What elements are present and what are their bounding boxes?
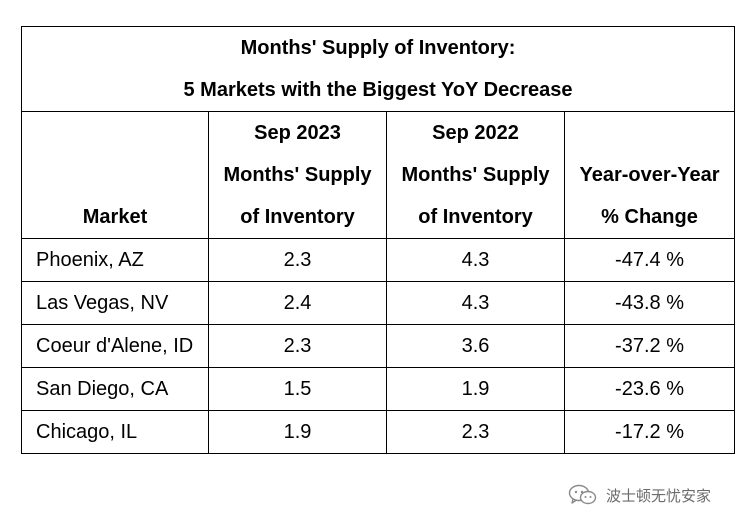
header-market: Market bbox=[21, 111, 209, 239]
table-title-row: Months' Supply of Inventory: 5 Markets w… bbox=[20, 26, 736, 112]
table-title-line-2: 5 Markets with the Biggest YoY Decrease bbox=[183, 79, 573, 101]
inventory-table: Months' Supply of Inventory: 5 Markets w… bbox=[20, 26, 736, 454]
cell-yoy-change: -37.2 % bbox=[563, 324, 736, 368]
cell-yoy-change: -43.8 % bbox=[563, 281, 736, 325]
watermark-text: 波士顿无忧安家 bbox=[606, 487, 712, 505]
header-sep-2022-line-2: Months' Supply bbox=[401, 164, 550, 186]
cell-sep-2023: 2.4 bbox=[208, 281, 387, 325]
header-yoy-line-2: % Change bbox=[601, 206, 698, 228]
cell-sep-2022: 4.3 bbox=[386, 238, 565, 282]
cell-market: Chicago, IL bbox=[21, 410, 209, 454]
watermark: 波士顿无忧安家 bbox=[568, 484, 711, 506]
table-title: Months' Supply of Inventory: 5 Markets w… bbox=[20, 26, 736, 112]
cell-market: Las Vegas, NV bbox=[21, 281, 209, 325]
cell-sep-2022: 3.6 bbox=[386, 324, 565, 368]
cell-market: San Diego, CA bbox=[21, 367, 209, 411]
cell-yoy-change: -17.2 % bbox=[563, 410, 736, 454]
table-row: Coeur d'Alene, ID 2.3 3.6 -37.2 % bbox=[21, 324, 736, 368]
header-market-line: Market bbox=[82, 206, 148, 228]
cell-sep-2023: 2.3 bbox=[208, 238, 387, 282]
header-sep-2022-line-1: Sep 2022 bbox=[432, 122, 519, 144]
table-row: Chicago, IL 1.9 2.3 -17.2 % bbox=[21, 410, 736, 454]
table-header-row: Market Sep 2023 Months' Supply of Invent… bbox=[21, 111, 736, 239]
table-row: Phoenix, AZ 2.3 4.3 -47.4 % bbox=[21, 238, 736, 282]
header-yoy-line-1: Year-over-Year bbox=[579, 164, 720, 186]
wechat-icon bbox=[568, 484, 597, 505]
table-row: Las Vegas, NV 2.4 4.3 -43.8 % bbox=[21, 281, 736, 325]
header-sep-2022: Sep 2022 Months' Supply of Inventory bbox=[386, 111, 565, 239]
cell-yoy-change: -23.6 % bbox=[563, 367, 736, 411]
table-title-line-1: Months' Supply of Inventory: bbox=[240, 37, 516, 59]
header-sep-2023: Sep 2023 Months' Supply of Inventory bbox=[208, 111, 387, 239]
table-row: San Diego, CA 1.5 1.9 -23.6 % bbox=[21, 367, 736, 411]
cell-sep-2023: 1.5 bbox=[208, 367, 387, 411]
header-yoy-change: Year-over-Year % Change bbox=[563, 111, 736, 239]
cell-market: Coeur d'Alene, ID bbox=[21, 324, 209, 368]
cell-yoy-change: -47.4 % bbox=[563, 238, 736, 282]
header-sep-2023-line-2: Months' Supply bbox=[223, 164, 372, 186]
cell-sep-2023: 1.9 bbox=[208, 410, 387, 454]
header-sep-2023-line-1: Sep 2023 bbox=[254, 122, 341, 144]
cell-market: Phoenix, AZ bbox=[21, 238, 209, 282]
header-sep-2023-line-3: of Inventory bbox=[240, 206, 355, 228]
header-sep-2022-line-3: of Inventory bbox=[418, 206, 533, 228]
cell-sep-2023: 2.3 bbox=[208, 324, 387, 368]
cell-sep-2022: 2.3 bbox=[386, 410, 565, 454]
cell-sep-2022: 1.9 bbox=[386, 367, 565, 411]
cell-sep-2022: 4.3 bbox=[386, 281, 565, 325]
